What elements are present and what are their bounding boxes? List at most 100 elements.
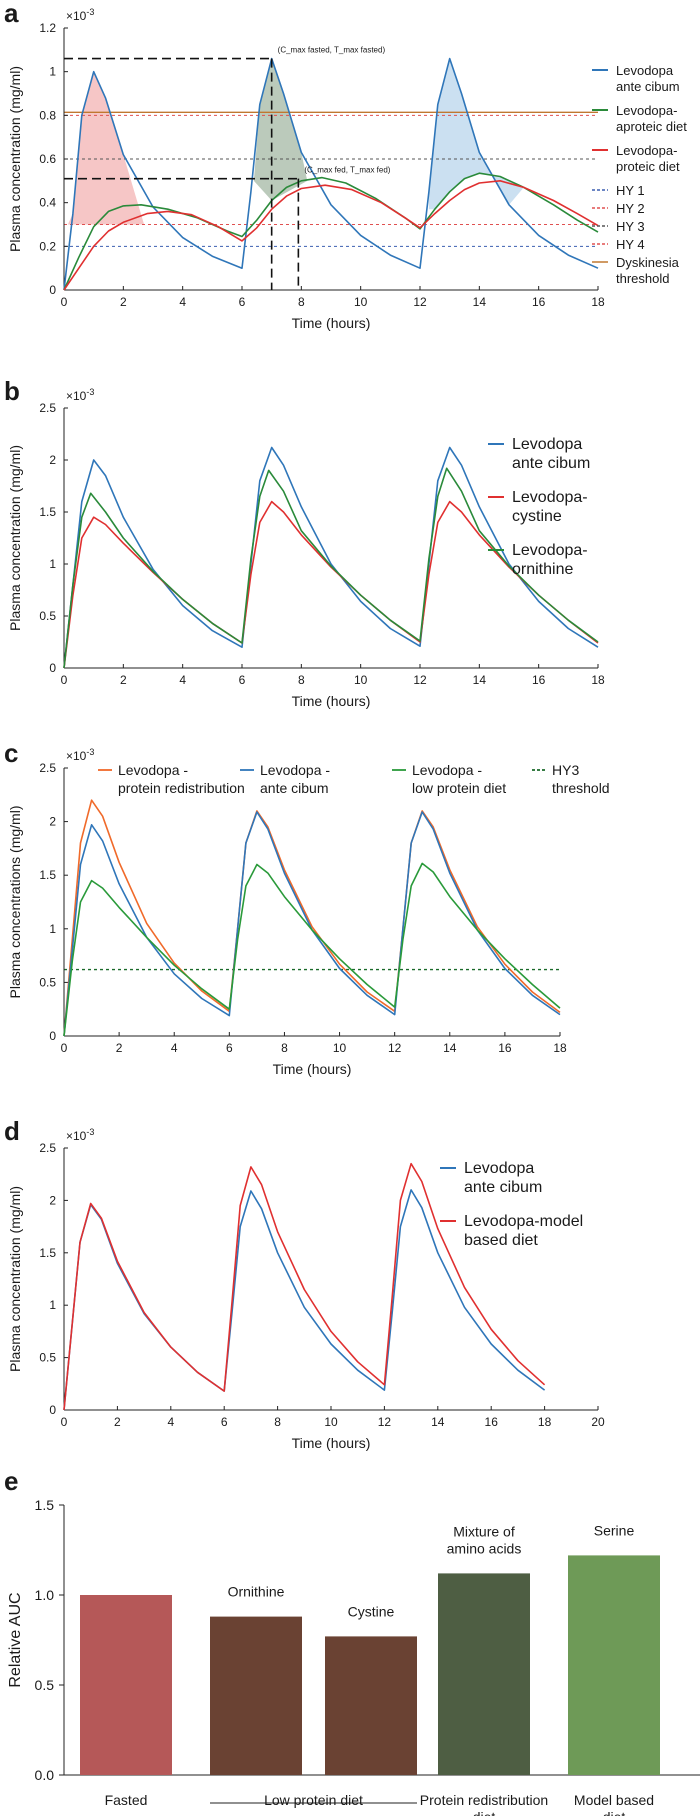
legend-label-line: ante cibum <box>464 1179 542 1196</box>
legend-label-line: HY 1 <box>616 183 645 198</box>
bar-label: Mixture of amino acids <box>447 1523 522 1556</box>
legend-label: Levodopa-ornithine <box>512 542 588 578</box>
legend: Levodopa ante cibum Levodopa-aproteic diet… <box>592 63 687 286</box>
legend-label-line: ante cibum <box>260 780 328 796</box>
x-tick-label: 10 <box>354 295 368 309</box>
x-tick-label: 18 <box>591 295 605 309</box>
x-tick-label: 10 <box>324 1415 338 1429</box>
group-label-line: Model based <box>574 1792 654 1808</box>
legend-label: Dyskinesia threshold <box>616 255 680 286</box>
y-tick-label: 2.5 <box>39 761 56 775</box>
legend-label-line: threshold <box>616 271 669 286</box>
bar-label: Serine <box>594 1522 635 1538</box>
bar-label-line: Ornithine <box>228 1584 285 1600</box>
axis-multiplier-exponent: -3 <box>86 1127 94 1137</box>
legend-label-line: Levodopa- <box>616 103 677 118</box>
x-tick-label: 14 <box>473 295 487 309</box>
x-tick-label: 4 <box>167 1415 174 1429</box>
legend-label-line: HY3 <box>552 762 579 778</box>
legend-label: Levodopa - protein redistribution <box>118 762 245 796</box>
group-label-line: Fasted <box>105 1792 148 1808</box>
x-tick-label: 16 <box>485 1415 499 1429</box>
y-tick-label: 1.5 <box>39 1246 56 1260</box>
y-axis-title: Plasma concentration (mg/ml) <box>7 445 23 631</box>
legend-label: Levodopa ante cibum <box>512 436 590 472</box>
series-line <box>63 862 561 1037</box>
x-tick-label: 16 <box>532 673 546 687</box>
y-tick-label: 0 <box>49 1403 56 1417</box>
series-line <box>63 180 599 291</box>
y-tick-label: 2 <box>49 1193 56 1207</box>
x-tick-label: 14 <box>431 1415 445 1429</box>
y-tick-label: 1 <box>49 557 56 571</box>
legend-label-line: ante cibum <box>616 79 680 94</box>
panel-letter: e <box>4 1466 18 1496</box>
y-tick-label: 1 <box>49 1298 56 1312</box>
x-tick-label: 8 <box>298 673 305 687</box>
x-tick-label: 2 <box>120 673 127 687</box>
legend-label-line: HY 2 <box>616 201 645 216</box>
annotation-label: (C_max fasted, T_max fasted) <box>278 46 386 55</box>
x-tick-label: 6 <box>226 1041 233 1055</box>
legend-label-line: cystine <box>512 508 562 525</box>
y-tick-label: 1.5 <box>39 505 56 519</box>
legend-label-line: Levodopa-model <box>464 1213 583 1230</box>
legend-label-line: ante cibum <box>512 455 590 472</box>
y-axis-title: Relative AUC <box>7 1592 24 1687</box>
series-line <box>63 500 599 669</box>
group-label: Protein redistributiondiet <box>420 1792 548 1816</box>
x-tick-label: 14 <box>443 1041 457 1055</box>
x-axis-title: Time (hours) <box>273 1061 352 1077</box>
legend-label: Levodopa ante cibum <box>616 63 680 94</box>
x-axis-title: Time (hours) <box>292 1435 371 1451</box>
legend-label-line: proteic diet <box>616 159 680 174</box>
x-tick-label: 6 <box>221 1415 228 1429</box>
panel-letter: c <box>4 738 18 768</box>
bar-label-line: Cystine <box>348 1603 395 1619</box>
x-tick-label: 14 <box>473 673 487 687</box>
axis-multiplier-exponent: -3 <box>86 7 94 17</box>
legend-label-line: Levodopa- <box>512 542 588 559</box>
x-tick-label: 12 <box>388 1041 402 1055</box>
group-label-line: Low protein diet <box>264 1792 363 1808</box>
y-tick-label: 1.5 <box>39 868 56 882</box>
legend-label: HY3 threshold <box>552 762 610 796</box>
x-tick-label: 6 <box>239 295 246 309</box>
x-tick-label: 8 <box>274 1415 281 1429</box>
x-tick-label: 8 <box>298 295 305 309</box>
panel-letter: d <box>4 1116 20 1146</box>
legend-label: HY 3 <box>616 219 645 234</box>
bar <box>210 1616 302 1775</box>
y-tick-label: 2.5 <box>39 401 56 415</box>
series-line <box>63 1162 546 1411</box>
legend-label-line: Levodopa <box>464 1160 534 1177</box>
legend-label-line: Levodopa <box>512 436 582 453</box>
x-tick-label: 20 <box>591 1415 605 1429</box>
x-tick-label: 16 <box>498 1041 512 1055</box>
y-tick-label: 0.0 <box>35 1767 55 1783</box>
y-tick-label: 0.5 <box>39 609 56 623</box>
y-tick-label: 0.2 <box>39 239 56 253</box>
x-tick-label: 0 <box>61 673 68 687</box>
legend: Levodopa ante cibum Levodopa-model based di… <box>440 1160 583 1249</box>
group-label-line: diet <box>473 1809 496 1816</box>
group-label-line: diet <box>603 1809 626 1816</box>
x-tick-label: 12 <box>413 673 427 687</box>
legend-label-line: Levodopa <box>616 63 674 78</box>
axis-multiplier: ×10-3 <box>66 747 94 763</box>
series-line <box>63 172 599 291</box>
x-tick-label: 10 <box>333 1041 347 1055</box>
x-axis-title: Time (hours) <box>292 693 371 709</box>
x-tick-label: 18 <box>553 1041 567 1055</box>
x-tick-label: 16 <box>532 295 546 309</box>
y-tick-label: 0.5 <box>39 975 56 989</box>
bar-label-line: Mixture of <box>453 1523 515 1539</box>
legend-label-line: Levodopa - <box>412 762 482 778</box>
x-tick-label: 12 <box>413 295 427 309</box>
legend-label: Levodopa-proteic diet <box>616 143 680 174</box>
legend-label: Levodopa ante cibum <box>464 1160 542 1196</box>
x-tick-label: 4 <box>171 1041 178 1055</box>
axis-multiplier: ×10-3 <box>66 7 94 23</box>
legend-label: Levodopa-model based diet <box>464 1213 583 1249</box>
